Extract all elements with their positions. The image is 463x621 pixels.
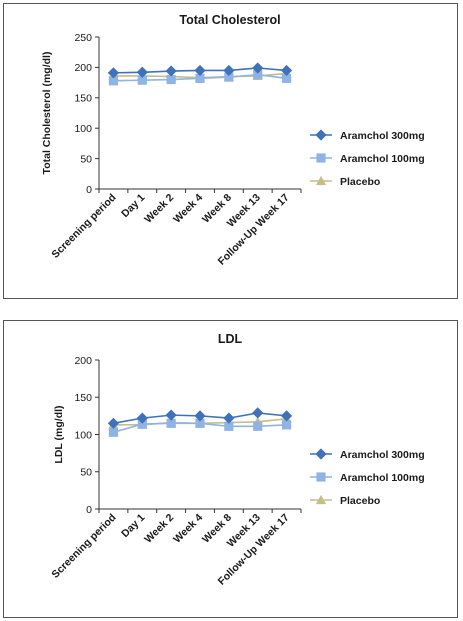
total-cholesterol-chart: Total Cholesterol Total Cholesterol (mg/d… <box>41 13 425 268</box>
chart1-point-aramchol-300mg-follow-up-week-17 <box>280 64 293 77</box>
chart1-title: Total Cholesterol <box>179 13 280 27</box>
chart1-legend-marker-aramchol-300mg <box>315 129 327 141</box>
chart2-y-tick-label: 200 <box>74 355 92 367</box>
chart1-point-aramchol-100mg-follow-up-week-17 <box>281 73 292 83</box>
chart1-legend-marker-aramchol-100mg <box>316 153 326 163</box>
chart1-point-aramchol-100mg-week-2 <box>166 74 176 85</box>
chart1-y-tick-label: 250 <box>74 32 92 44</box>
chart2-point-aramchol-100mg-week-2 <box>166 418 176 428</box>
chart1-legend-label-aramchol-100mg: Aramchol 100mg <box>340 153 425 165</box>
chart1-y-tick-label: 150 <box>74 93 92 105</box>
chart1-point-aramchol-300mg-week-4 <box>194 64 206 77</box>
chart1-point-aramchol-100mg-week-13 <box>253 70 263 80</box>
chart2-point-aramchol-300mg-week-2 <box>165 409 177 421</box>
chart2-point-aramchol-100mg-day-1 <box>137 419 147 429</box>
chart2-legend-label-placebo: Placebo <box>340 495 380 507</box>
chart1-y-tick-label: 200 <box>74 62 92 74</box>
chart2-legend-label-aramchol-300mg: Aramchol 300mg <box>340 449 425 461</box>
ldl-panel: LDL LDL (mg/dl) 0 50 100 150 200 Screening peri… <box>3 320 458 618</box>
chart2-x-tick-label-week-2: Week 2 <box>142 512 176 546</box>
chart2-point-aramchol-300mg-week-4 <box>194 410 206 422</box>
chart1-point-aramchol-100mg-week-8 <box>224 72 234 82</box>
chart2-legend-item-placebo: Placebo <box>310 494 380 507</box>
chart2-legend-label-aramchol-100mg: Aramchol 100mg <box>340 472 425 484</box>
chart1-point-aramchol-100mg-screening-period <box>108 76 119 86</box>
chart2-title: LDL <box>218 332 243 346</box>
chart1-point-aramchol-300mg-week-8 <box>223 64 235 77</box>
chart2-point-aramchol-100mg-week-4 <box>195 418 205 428</box>
chart2-legend-item-aramchol-100mg: Aramchol 100mg <box>310 472 425 484</box>
chart2-point-aramchol-100mg-screening-period <box>108 427 119 437</box>
chart1-legend-label-aramchol-300mg: Aramchol 300mg <box>340 130 425 142</box>
chart1-series-aramchol-300mg <box>107 62 293 79</box>
chart1-legend-item-aramchol-100mg: Aramchol 100mg <box>310 153 425 165</box>
chart1-y-axis-label: Total Cholesterol (mg/dl) <box>41 52 53 175</box>
chart2-y-tick-label: 150 <box>74 392 92 404</box>
total-cholesterol-panel: Total Cholesterol Total Cholesterol (mg/d… <box>3 3 458 299</box>
chart1-x-tick-label-week-2: Week 2 <box>142 192 176 226</box>
chart2-legend-marker-aramchol-300mg <box>315 448 327 460</box>
chart2-point-aramchol-300mg-follow-up-week-17 <box>280 410 293 422</box>
chart2-legend-marker-placebo <box>315 494 327 505</box>
chart2-y-tick-label: 0 <box>86 504 92 516</box>
chart2-point-aramchol-100mg-week-8 <box>224 421 234 431</box>
chart2-x-tick-label-screening-period: Screening period <box>49 512 118 581</box>
chart2-legend-item-aramchol-300mg: Aramchol 300mg <box>310 448 425 461</box>
chart2-point-aramchol-100mg-week-13 <box>253 421 263 431</box>
chart2-x-tick-label-week-4: Week 4 <box>171 512 205 546</box>
ldl-chart: LDL LDL (mg/dl) 0 50 100 150 200 Screening peri… <box>49 332 425 588</box>
chart1-point-aramchol-100mg-week-4 <box>195 73 205 83</box>
chart1-legend-item-aramchol-300mg: Aramchol 300mg <box>310 129 425 142</box>
chart1-series-aramchol-100mg <box>108 70 292 86</box>
chart1-y-tick-label: 50 <box>80 153 92 165</box>
chart1-legend-marker-placebo <box>315 175 327 186</box>
chart1-point-aramchol-300mg-day-1 <box>136 66 148 78</box>
chart2-legend-marker-aramchol-100mg <box>316 472 326 482</box>
chart1-point-aramchol-300mg-week-13 <box>252 62 264 74</box>
chart1-point-aramchol-300mg-week-2 <box>165 65 177 77</box>
chart2-y-tick-label: 50 <box>80 467 92 479</box>
chart1-point-aramchol-300mg-screening-period <box>107 67 120 79</box>
chart1-x-tick-label-week-4: Week 4 <box>171 192 205 226</box>
chart2-series-aramchol-100mg <box>108 418 292 437</box>
chart2-y-tick-label: 100 <box>74 429 92 441</box>
chart2-point-aramchol-100mg-follow-up-week-17 <box>281 420 292 430</box>
chart2-point-aramchol-300mg-week-13 <box>252 407 264 419</box>
chart2-y-axis-label: LDL (mg/dl) <box>53 405 65 463</box>
chart1-legend-label-placebo: Placebo <box>340 176 380 188</box>
chart1-legend-item-placebo: Placebo <box>310 175 380 188</box>
chart1-y-tick-label: 100 <box>74 123 92 135</box>
chart1-point-aramchol-100mg-day-1 <box>137 75 147 85</box>
chart1-x-tick-label-screening-period: Screening period <box>49 192 118 261</box>
chart1-y-tick-label: 0 <box>86 184 92 196</box>
